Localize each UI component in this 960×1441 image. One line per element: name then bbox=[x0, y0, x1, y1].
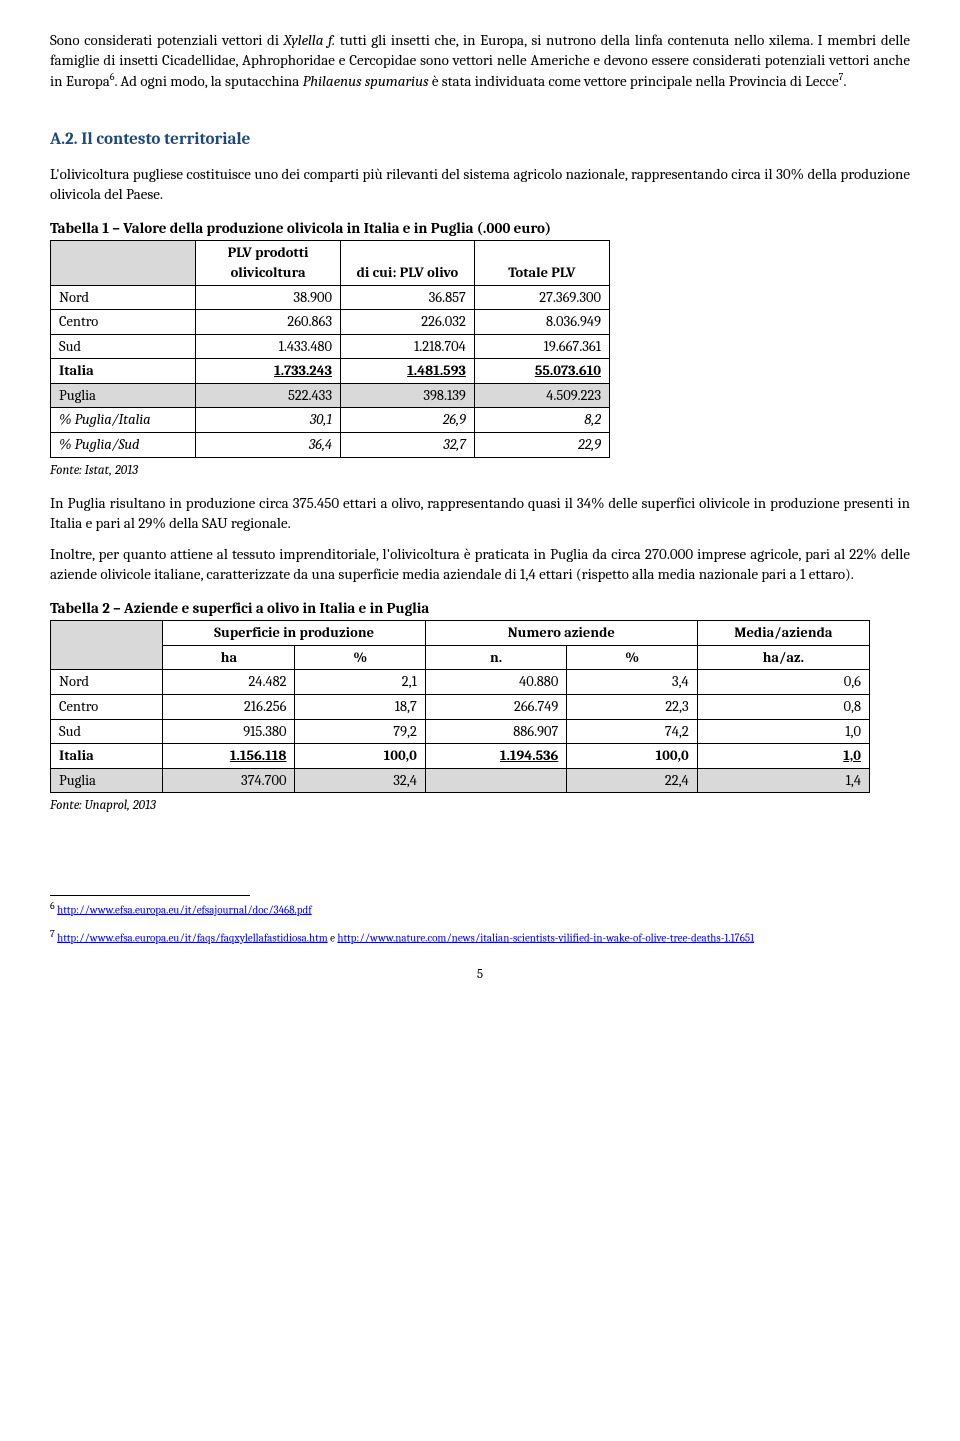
table-header: di cui: PLV olivo bbox=[341, 241, 475, 285]
table-row: Sud1.433.4801.218.70419.667.361 bbox=[51, 334, 610, 359]
species-name: Philaenus spumarius bbox=[303, 72, 429, 90]
table-subheader: % bbox=[567, 645, 697, 670]
table-header: Numero aziende bbox=[425, 621, 697, 646]
table-header: PLV prodotti olivicoltura bbox=[196, 241, 341, 285]
section-heading: A.2. Il contesto territoriale bbox=[50, 129, 910, 152]
table-row-total: Italia1.733.2431.481.59355.073.610 bbox=[51, 359, 610, 384]
footnote-7: 7 http://www.efsa.europa.eu/it/faqs/faqx… bbox=[50, 928, 910, 946]
paragraph: In Puglia risultano in produzione circa … bbox=[50, 493, 910, 534]
paragraph: L'olivicoltura pugliese costituisce uno … bbox=[50, 164, 910, 205]
intro-paragraph: Sono considerati potenziali vettori di X… bbox=[50, 30, 910, 91]
text: è stata individuata come vettore princip… bbox=[429, 72, 839, 90]
table-header: Totale PLV bbox=[474, 241, 609, 285]
table-row: Puglia374.70032,422,41,4 bbox=[51, 768, 870, 793]
footnote-link[interactable]: http://www.efsa.europa.eu/it/faqs/faqxyl… bbox=[57, 931, 328, 944]
text: . bbox=[843, 72, 846, 90]
paragraph: Inoltre, per quanto attiene al tessuto i… bbox=[50, 544, 910, 585]
table-2-title: Tabella 2 – Aziende e superfici a olivo … bbox=[50, 598, 910, 618]
footnote-link[interactable]: http://www.nature.com/news/italian-scien… bbox=[337, 931, 754, 944]
footnote-6: 6 http://www.efsa.europa.eu/it/efsajourn… bbox=[50, 900, 910, 918]
table-row: Puglia522.433398.1394.509.223 bbox=[51, 383, 610, 408]
table-row: % Puglia/Italia30,126,98,2 bbox=[51, 408, 610, 433]
table-1-source: Fonte: Istat, 2013 bbox=[50, 462, 910, 480]
table-row-total: Italia1.156.118100,01.194.536100,01,0 bbox=[51, 744, 870, 769]
table-subheader: ha bbox=[163, 645, 295, 670]
table-2-source: Fonte: Unaprol, 2013 bbox=[50, 797, 910, 815]
table-header-blank bbox=[51, 241, 196, 285]
table-header: Media/azienda bbox=[697, 621, 869, 646]
table-row: % Puglia/Sud36,432,722,9 bbox=[51, 432, 610, 457]
table-subheader: n. bbox=[425, 645, 567, 670]
footnote-link[interactable]: http://www.efsa.europa.eu/it/efsajournal… bbox=[57, 903, 312, 916]
table-subheader: % bbox=[295, 645, 425, 670]
text: Sono considerati potenziali vettori di bbox=[50, 31, 284, 49]
text: . Ad ogni modo, la sputacchina bbox=[114, 72, 302, 90]
table-row: Nord24.4822,140.8803,40,6 bbox=[51, 670, 870, 695]
table-subheader: ha/az. bbox=[697, 645, 869, 670]
table-row: Sud915.38079,2886.90774,21,0 bbox=[51, 719, 870, 744]
page-number: 5 bbox=[50, 966, 910, 984]
table-row: Centro216.25618,7266.74922,30,8 bbox=[51, 694, 870, 719]
table-2: Superficie in produzione Numero aziende … bbox=[50, 620, 870, 793]
table-1-title: Tabella 1 – Valore della produzione oliv… bbox=[50, 218, 910, 238]
species-name: Xylella f. bbox=[284, 31, 335, 49]
table-row: Centro260.863226.0328.036.949 bbox=[51, 310, 610, 335]
table-row: Nord38.90036.85727.369.300 bbox=[51, 285, 610, 310]
table-header-blank bbox=[51, 621, 163, 670]
table-1: PLV prodotti olivicoltura di cui: PLV ol… bbox=[50, 240, 610, 457]
table-header: Superficie in produzione bbox=[163, 621, 425, 646]
